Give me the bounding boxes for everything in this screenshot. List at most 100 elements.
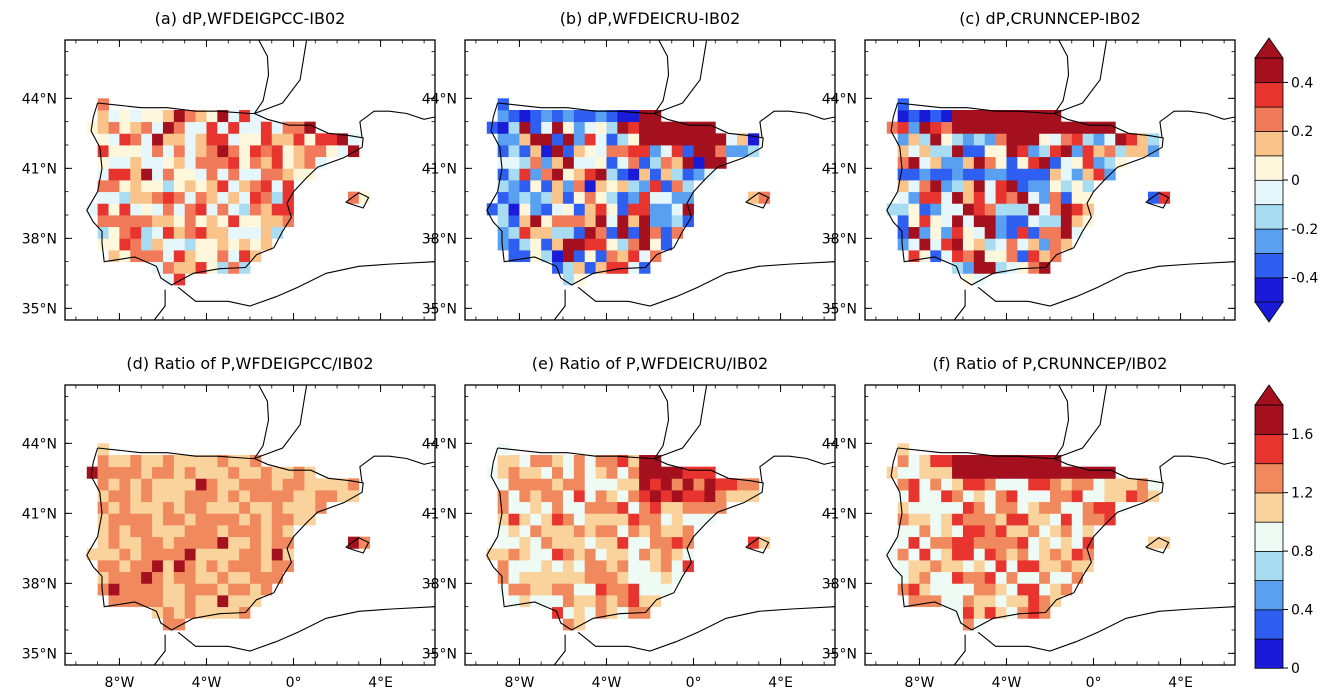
grid-cell [130,250,142,263]
grid-cell [304,501,316,514]
grid-cell [995,513,1007,526]
lat-tick-label: 44°N [22,436,57,452]
grid-cell [1028,513,1040,526]
grid-cell [1006,548,1018,561]
grid-cell [973,560,986,573]
grid-cell [260,121,273,134]
grid-cell [660,203,673,216]
grid-cell [519,226,531,239]
grid-cell [271,548,284,561]
grid-cell [1050,513,1062,526]
grid-cell [217,121,229,134]
panel-title: (a) dP,WFDEIGPCC-IB02 [155,9,346,28]
lat-tick-label: 38°N [422,231,457,247]
grid-cell [293,478,305,491]
grid-cell [337,145,349,158]
grid-cell [119,536,131,549]
grid-cell [119,203,131,216]
grid-cell [650,168,662,181]
grid-cell [260,156,273,169]
grid-cell [293,133,305,146]
grid-cell [195,191,207,204]
grid-cell [141,478,153,491]
grid-cell [595,261,607,274]
colorbar-swatch [1254,228,1284,254]
grid-cell [1082,560,1094,573]
grid-cell [173,145,186,158]
grid-cell [206,571,218,584]
grid-cell [1028,203,1040,216]
grid-cell [1028,571,1040,584]
grid-cell [952,191,964,204]
grid-cell [130,490,142,503]
grid-cell [682,180,694,193]
grid-cell [962,501,975,514]
grid-cell [239,560,251,573]
grid-cell [530,110,542,123]
grid-cell [941,168,953,181]
grid-cell [919,180,931,193]
grid-cell [108,548,120,561]
grid-cell [486,203,499,216]
grid-cell [293,513,305,526]
grid-cell [941,571,953,584]
grid-cell [584,203,596,216]
grid-cell [497,513,509,526]
grid-cell [908,478,920,491]
grid-cell [173,168,186,181]
grid-cell [326,133,338,146]
grid-cell [962,466,975,479]
grid-cell [908,110,920,123]
grid-cell [897,513,909,526]
grid-cell [152,133,164,146]
grid-cell [1017,133,1029,146]
grid-cell [552,455,564,468]
grid-cell [562,536,575,549]
grid-cell [671,215,684,228]
lat-tick-label: 38°N [22,231,57,247]
grid-cell [260,478,273,491]
grid-cell [1050,583,1062,596]
grid-cell [228,595,240,608]
grid-cell [304,478,316,491]
grid-cell [671,133,684,146]
grid-cell [173,513,186,526]
grid-cell [737,145,749,158]
grid-cell [173,548,186,561]
grid-cell [250,525,262,538]
grid-cell [260,215,273,228]
grid-cell [1039,490,1051,503]
grid-cell [660,490,673,503]
grid-cell [584,466,596,479]
grid-cell [1071,513,1084,526]
grid-cell [617,250,629,263]
grid-cell [508,525,520,538]
grid-cell [541,180,553,193]
grid-cell [995,191,1007,204]
grid-cell [617,145,629,158]
grid-cell [908,156,920,169]
grid-cell [293,501,305,514]
grid-cell [217,490,229,503]
coastline [653,385,670,459]
grid-cell [886,548,899,561]
grid-cell [984,571,996,584]
grid-cell [995,180,1007,193]
grid-cell [271,180,284,193]
grid-cell [1028,156,1040,169]
grid-cell [282,536,294,549]
grid-cell [747,145,760,158]
grid-cell [130,215,142,228]
grid-cell [326,478,338,491]
grid-cell [682,145,694,158]
grid-cell [152,226,164,239]
panel-b: 44°N41°N38°N35°N(b) dP,WFDEICRU-IB02 [422,9,836,321]
grid-cells [886,98,1171,286]
grid-cell [962,273,975,286]
grid-cell [206,145,218,158]
grid-cell [86,548,99,561]
grid-cell [184,168,196,181]
grid-cell [617,191,629,204]
grid-cell [908,595,920,608]
